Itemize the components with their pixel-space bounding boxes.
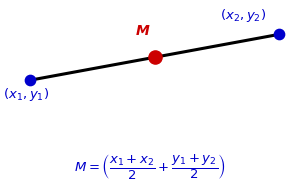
Point (28, 79, 32, 82)
Text: $(x_2, y_2)$: $(x_2, y_2)$ (220, 7, 267, 24)
Text: M: M (136, 24, 149, 38)
Text: $(x_1, y_1)$: $(x_1, y_1)$ (3, 86, 49, 103)
Point (152, 56, 157, 59)
Text: $M = \left(\dfrac{x_1 + x_2}{2} + \dfrac{y_1 + y_2}{2}\right)$: $M = \left(\dfrac{x_1 + x_2}{2} + \dfrac… (74, 152, 226, 181)
Point (277, 33, 281, 36)
